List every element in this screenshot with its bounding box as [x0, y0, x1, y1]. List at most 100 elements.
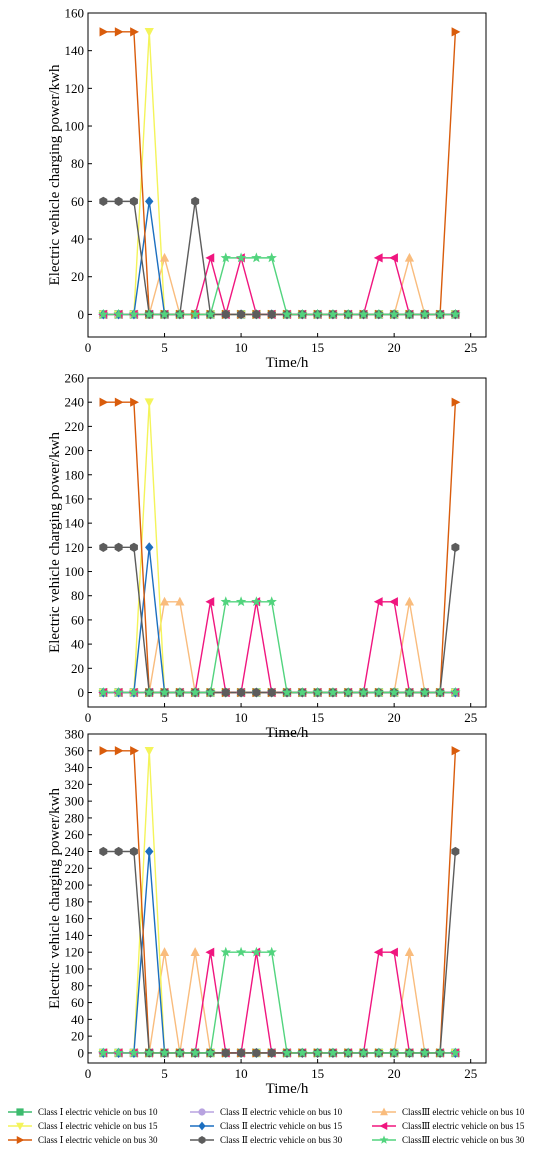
series-7-markers	[99, 27, 461, 320]
data-point	[129, 196, 138, 206]
series-7	[103, 31, 457, 316]
y-tick-label: 60	[71, 194, 84, 209]
data-point	[159, 596, 170, 606]
legend-entry: Class Ⅱ electric vehicle on bus 10	[190, 1107, 343, 1117]
x-tick-label: 5	[161, 340, 168, 355]
data-point	[251, 946, 262, 957]
legend-entry: ClassⅢ electric vehicle on bus 30	[372, 1135, 525, 1145]
data-point	[145, 542, 154, 553]
data-point	[144, 1047, 155, 1058]
series-8-markers	[99, 542, 460, 698]
series-line	[103, 201, 456, 316]
y-tick-label: 340	[65, 760, 85, 775]
data-point	[373, 947, 383, 957]
legend-label: ClassⅢ electric vehicle on bus 30	[402, 1135, 525, 1145]
data-point	[114, 542, 123, 552]
data-point	[98, 687, 109, 697]
data-point	[235, 946, 247, 957]
y-tick-label: 120	[65, 81, 85, 96]
data-point	[205, 1047, 216, 1058]
data-point	[114, 846, 123, 857]
x-tick-label: 5	[161, 710, 168, 725]
chart-panel-3: 0204060801001201401601802002202402602803…	[47, 727, 487, 1097]
data-point	[404, 252, 415, 262]
legend-label: Class Ⅰ electric vehicle on bus 15	[38, 1121, 158, 1131]
data-point	[404, 687, 415, 697]
data-point	[145, 846, 154, 857]
x-tick-label: 0	[85, 710, 92, 725]
y-tick-label: 240	[65, 395, 85, 410]
data-point	[99, 746, 109, 756]
legend-entry: ClassⅢ electric vehicle on bus 15	[372, 1121, 525, 1131]
y-tick-label: 140	[65, 43, 85, 58]
legend-marker	[16, 1122, 24, 1131]
chart-panel-1: 0 20 40 60 80 100 120 140 160 0 5 10 15 20 25 Time/h Ele…	[47, 6, 487, 371]
data-point	[358, 687, 369, 697]
data-point	[252, 309, 261, 320]
data-point	[99, 196, 108, 206]
y-tick-label: 300	[65, 794, 85, 809]
data-point	[128, 687, 140, 697]
data-point	[419, 687, 430, 697]
data-point	[235, 252, 247, 263]
legend-marker	[379, 1122, 388, 1130]
data-point	[221, 309, 230, 320]
data-point	[343, 308, 354, 319]
data-point	[451, 27, 461, 37]
legend-marker	[380, 1107, 388, 1116]
series-5	[103, 201, 456, 316]
chart-panel-2: 0 20 40 60 80 100 120 140 160 180 200 220 240 260 0 5 10…	[47, 371, 487, 741]
legend-marker	[198, 1136, 206, 1144]
data-point	[343, 687, 354, 697]
y-tick-label: 100	[65, 962, 85, 977]
y-tick-label: 160	[65, 6, 85, 21]
data-point	[159, 252, 170, 262]
data-point	[174, 308, 186, 319]
data-point	[266, 596, 277, 607]
data-point	[373, 253, 383, 263]
legend-label: Class Ⅱ electric vehicle on bus 15	[220, 1121, 343, 1131]
legend-label: Class Ⅱ electric vehicle on bus 30	[220, 1135, 343, 1145]
y-tick-label: 160	[65, 911, 85, 926]
data-point	[159, 308, 170, 319]
y-tick-label: 80	[71, 588, 84, 603]
series-8	[103, 546, 457, 694]
legend-entry: Class Ⅱ electric vehicle on bus 30	[190, 1135, 343, 1145]
y-tick-label: 200	[65, 443, 85, 458]
data-point	[389, 597, 398, 607]
data-point	[114, 196, 123, 206]
data-point	[205, 253, 215, 263]
data-point	[388, 1047, 400, 1058]
data-point	[434, 308, 446, 319]
series-line	[103, 200, 456, 316]
data-point	[451, 846, 460, 857]
data-point	[297, 308, 308, 319]
legend-entry: Class Ⅰ electric vehicle on bus 15	[8, 1121, 158, 1131]
legend-entry: Class Ⅰ electric vehicle on bus 30	[8, 1135, 158, 1145]
data-point	[267, 1048, 276, 1058]
y-tick-label: 180	[65, 467, 85, 482]
data-point	[99, 27, 109, 37]
data-point	[145, 196, 154, 207]
x-tick-label: 10	[235, 1066, 248, 1081]
data-point	[450, 308, 461, 319]
series-5-markers	[99, 542, 460, 698]
data-point	[129, 542, 138, 552]
legend: Class Ⅰ electric vehicle on bus 10 Class …	[8, 1107, 525, 1145]
plot-frame	[87, 377, 487, 708]
data-point	[221, 1048, 230, 1058]
data-point	[174, 1047, 186, 1058]
data-point	[189, 687, 201, 697]
data-point	[434, 1047, 446, 1058]
data-point	[297, 1047, 308, 1058]
legend-entry: ClassⅢ electric vehicle on bus 10	[372, 1107, 525, 1117]
x-tick-label: 25	[464, 1066, 477, 1081]
series-9-markers	[98, 596, 461, 697]
x-tick-label: 10	[235, 710, 248, 725]
data-point	[159, 687, 170, 697]
data-point	[252, 1048, 261, 1058]
legend-entry: Class Ⅰ electric vehicle on bus 10	[8, 1107, 158, 1117]
data-point	[174, 687, 186, 697]
y-tick-label: 20	[71, 269, 84, 284]
data-point	[113, 1047, 124, 1058]
